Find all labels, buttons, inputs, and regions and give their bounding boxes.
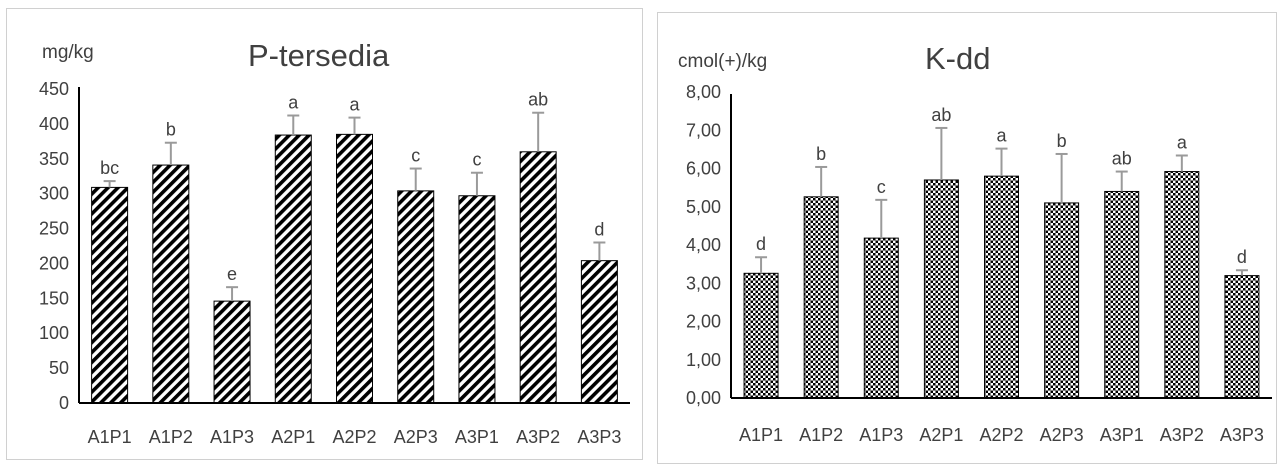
x-category-label: A3P3 [577,427,621,447]
y-tick-label: 150 [39,288,69,308]
bar-A2P1 [923,179,959,399]
significance-label: bc [100,158,119,178]
bar-A1P3 [863,237,899,399]
y-unit-label: mg/kg [42,42,94,63]
x-category-label: A1P1 [739,425,783,445]
k-dd-chart: cmol(+)/kg K-dd 0,00 1,00 2,00 3,00 4,00 5,00… [678,41,1272,445]
significance-label: ab [931,105,951,125]
x-category-label: A1P3 [210,427,254,447]
bar-A1P2 [803,196,839,399]
significance-label: d [594,220,604,240]
x-category-label: A3P1 [1100,425,1144,445]
bar-A2P1 [274,134,312,404]
bar-A1P3 [213,300,251,404]
y-tick-label: 400 [39,114,69,134]
bar-A3P1 [1104,190,1140,399]
y-unit-label: cmol(+)/kg [678,51,767,72]
bar-A2P3 [397,190,435,404]
significance-label: d [756,234,766,254]
x-category-label: A2P3 [1040,425,1084,445]
y-tick-label: 3,00 [686,273,721,293]
bar-A1P1 [743,272,779,399]
bar-A2P2 [336,133,373,404]
significance-label: e [227,264,237,284]
y-tick-label: 0,00 [686,388,721,408]
bar-A1P1 [91,186,129,404]
y-tick-label: 6,00 [686,159,721,179]
bar-A3P2 [519,151,557,404]
x-category-label: A3P2 [1160,425,1204,445]
x-category-label: A3P2 [516,427,560,447]
significance-label: a [349,95,360,115]
x-category-label: A1P3 [859,425,903,445]
significance-label: b [1057,131,1067,151]
y-tick-label: 350 [39,149,69,169]
significance-label: ab [528,90,548,110]
x-category-label: A3P1 [455,427,499,447]
y-tick-label: 2,00 [686,312,721,332]
significance-label: b [166,120,176,140]
bar-A1P2 [152,164,190,404]
significance-label: a [996,126,1007,146]
significance-label: b [816,144,826,164]
y-tick-label: 0 [59,393,69,413]
significance-label: c [411,146,420,166]
x-category-label: A2P1 [919,425,963,445]
y-tick-label: 300 [39,184,69,204]
bar-A3P1 [458,195,496,404]
x-category-label: A2P3 [394,427,438,447]
bar-A2P3 [1044,202,1080,399]
y-tick-label: 200 [39,253,69,273]
significance-label: a [288,93,299,113]
y-tick-label: 50 [49,358,69,378]
y-tick-label: 450 [39,79,69,99]
y-tick-label: 100 [39,323,69,343]
bar-A3P2 [1164,171,1200,399]
x-category-label: A3P3 [1220,425,1264,445]
y-tick-label: 1,00 [686,350,721,370]
chart-title: P-tersedia [248,38,390,73]
significance-label: c [472,150,481,170]
x-category-label: A1P1 [88,427,132,447]
y-tick-label: 5,00 [686,197,721,217]
y-tick-label: 8,00 [686,82,721,102]
chart-panel-p-tersedia: mg/kg P-tersedia 0 50 100 150 200 250 300 350 40… [6,8,643,460]
bar-A3P3 [1224,275,1260,399]
y-tick-label: 4,00 [686,235,721,255]
p-tersedia-chart: mg/kg P-tersedia 0 50 100 150 200 250 300 350 40… [39,38,630,447]
chart-panel-k-dd: cmol(+)/kg K-dd 0,00 1,00 2,00 3,00 4,00 5,00… [657,12,1277,464]
y-tick-label: 250 [39,219,69,239]
x-category-label: A2P2 [979,425,1023,445]
bar-A3P3 [580,260,618,404]
significance-label: c [877,177,886,197]
x-category-label: A1P2 [149,427,193,447]
significance-label: d [1237,247,1247,267]
bar-A2P2 [984,175,1019,399]
x-category-label: A2P1 [271,427,315,447]
significance-label: a [1177,132,1188,152]
x-category-label: A2P2 [332,427,376,447]
significance-label: ab [1112,149,1132,169]
x-category-label: A1P2 [799,425,843,445]
chart-title: K-dd [925,41,990,76]
y-tick-label: 7,00 [686,120,721,140]
